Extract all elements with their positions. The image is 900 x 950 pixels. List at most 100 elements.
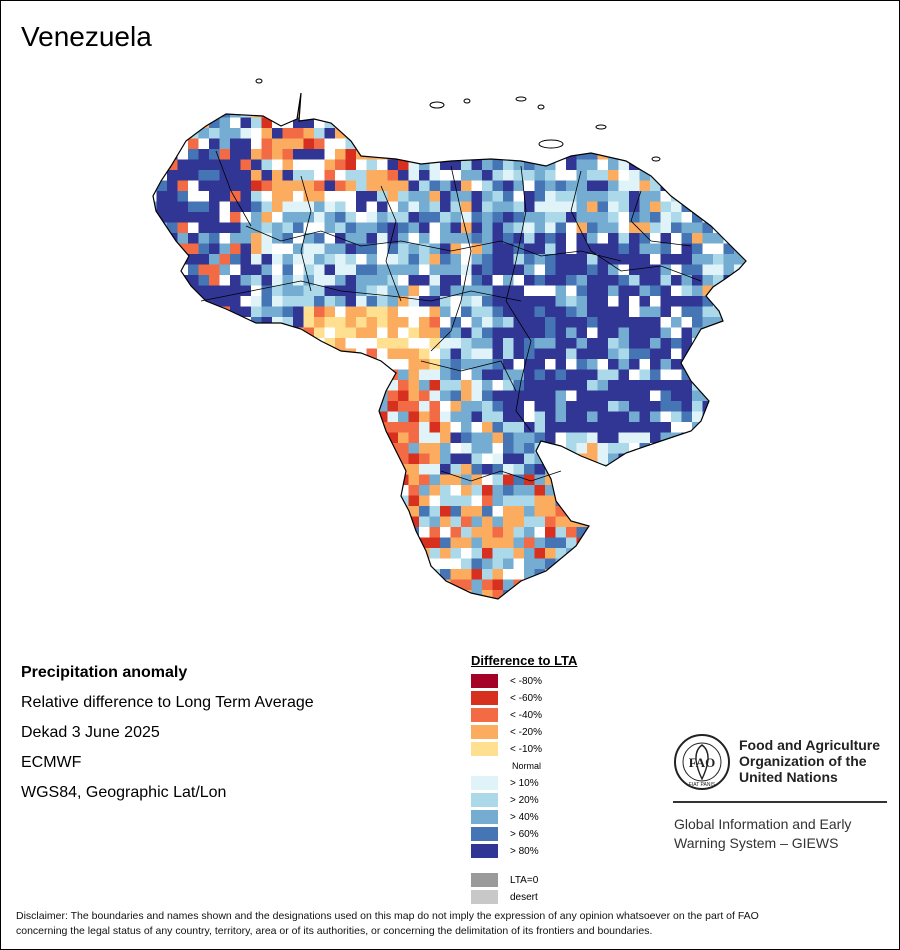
anomaly-cell [261, 128, 273, 139]
anomaly-cell [450, 464, 462, 475]
anomaly-cell [377, 96, 388, 108]
anomaly-cell [744, 338, 746, 349]
anomaly-cell [618, 317, 630, 328]
anomaly-cell [503, 327, 514, 339]
anomaly-cell [482, 233, 493, 244]
anomaly-cell [702, 191, 714, 202]
anomaly-cell [335, 212, 346, 223]
anomaly-cell [219, 338, 231, 349]
anomaly-cell [303, 233, 315, 244]
anomaly-cell [261, 537, 273, 549]
anomaly-cell [471, 285, 483, 297]
anomaly-cell [408, 201, 420, 213]
anomaly-cell [723, 149, 735, 160]
anomaly-cell [251, 254, 262, 265]
anomaly-cell [587, 128, 598, 139]
anomaly-cell [618, 254, 630, 265]
anomaly-cell [293, 254, 304, 265]
anomaly-cell [702, 338, 714, 349]
anomaly-cell [261, 485, 273, 496]
anomaly-cell [188, 264, 199, 276]
anomaly-cell [240, 579, 252, 591]
anomaly-cell [555, 233, 567, 244]
anomaly-cell [240, 369, 252, 381]
anomaly-cell [587, 138, 598, 150]
anomaly-cell [555, 516, 567, 528]
anomaly-cell [261, 590, 273, 599]
anomaly-cell [324, 254, 336, 265]
anomaly-cell [629, 537, 640, 549]
anomaly-cell [681, 180, 693, 192]
anomaly-cell [576, 401, 588, 412]
anomaly-cell [377, 380, 388, 391]
anomaly-cell [555, 558, 567, 570]
anomaly-cell [230, 527, 241, 538]
anomaly-cell [356, 506, 367, 517]
anomaly-cell [534, 474, 546, 486]
anomaly-cell [440, 180, 451, 192]
anomaly-cell [608, 317, 619, 328]
anomaly-cell [660, 474, 672, 486]
anomaly-cell [282, 369, 294, 381]
anomaly-cell [377, 474, 388, 486]
anomaly-cell [335, 601, 346, 612]
anomaly-cell [555, 590, 567, 599]
anomaly-cell [230, 128, 241, 139]
anomaly-cell [713, 432, 724, 444]
anomaly-cell [377, 401, 388, 412]
anomaly-cell [450, 201, 462, 213]
anomaly-cell [440, 348, 451, 360]
anomaly-cell [671, 527, 682, 538]
anomaly-cell [734, 579, 745, 591]
legend-label: < -20% [510, 727, 542, 738]
anomaly-cell [524, 579, 535, 591]
anomaly-cell [387, 191, 399, 202]
anomaly-cell [293, 453, 304, 465]
anomaly-cell [261, 285, 273, 297]
anomaly-cell [587, 338, 598, 349]
anomaly-cell [156, 485, 168, 496]
anomaly-cell [629, 474, 640, 486]
anomaly-cell [556, 601, 567, 612]
anomaly-cell [345, 254, 357, 265]
anomaly-cell [524, 474, 535, 486]
anomaly-cell [692, 506, 703, 517]
anomaly-cell [230, 443, 241, 454]
anomaly-cell [597, 159, 609, 171]
anomaly-cell [282, 464, 294, 475]
anomaly-cell [587, 390, 598, 402]
anomaly-cell [660, 191, 672, 202]
anomaly-cell [314, 495, 325, 507]
anomaly-cell [167, 516, 178, 528]
anomaly-cell [618, 443, 630, 454]
anomaly-cell [429, 432, 441, 444]
anomaly-cell [220, 601, 231, 612]
anomaly-cell [366, 474, 378, 486]
anomaly-cell [153, 380, 157, 391]
anomaly-cell [419, 212, 430, 223]
anomaly-cell [461, 170, 472, 181]
anomaly-cell [629, 317, 640, 328]
anomaly-cell [639, 317, 651, 328]
anomaly-cell [482, 590, 493, 599]
anomaly-cell [650, 432, 661, 444]
anomaly-cell [177, 317, 189, 328]
anomaly-cell [293, 516, 304, 528]
anomaly-cell [555, 506, 567, 517]
anomaly-cell [597, 264, 609, 276]
anomaly-cell [503, 601, 514, 612]
anomaly-cell [461, 495, 472, 507]
anomaly-cell [492, 201, 504, 213]
anomaly-cell [230, 201, 241, 213]
anomaly-cell [587, 474, 598, 486]
anomaly-cell [545, 432, 556, 444]
anomaly-cell [461, 285, 472, 297]
anomaly-cell [209, 432, 220, 444]
anomaly-cell [177, 390, 189, 402]
anomaly-cell [440, 369, 451, 381]
anomaly-cell [461, 485, 472, 496]
anomaly-cell [566, 180, 577, 192]
anomaly-cell [272, 432, 283, 444]
anomaly-cell [335, 411, 346, 423]
anomaly-cell [681, 149, 693, 160]
